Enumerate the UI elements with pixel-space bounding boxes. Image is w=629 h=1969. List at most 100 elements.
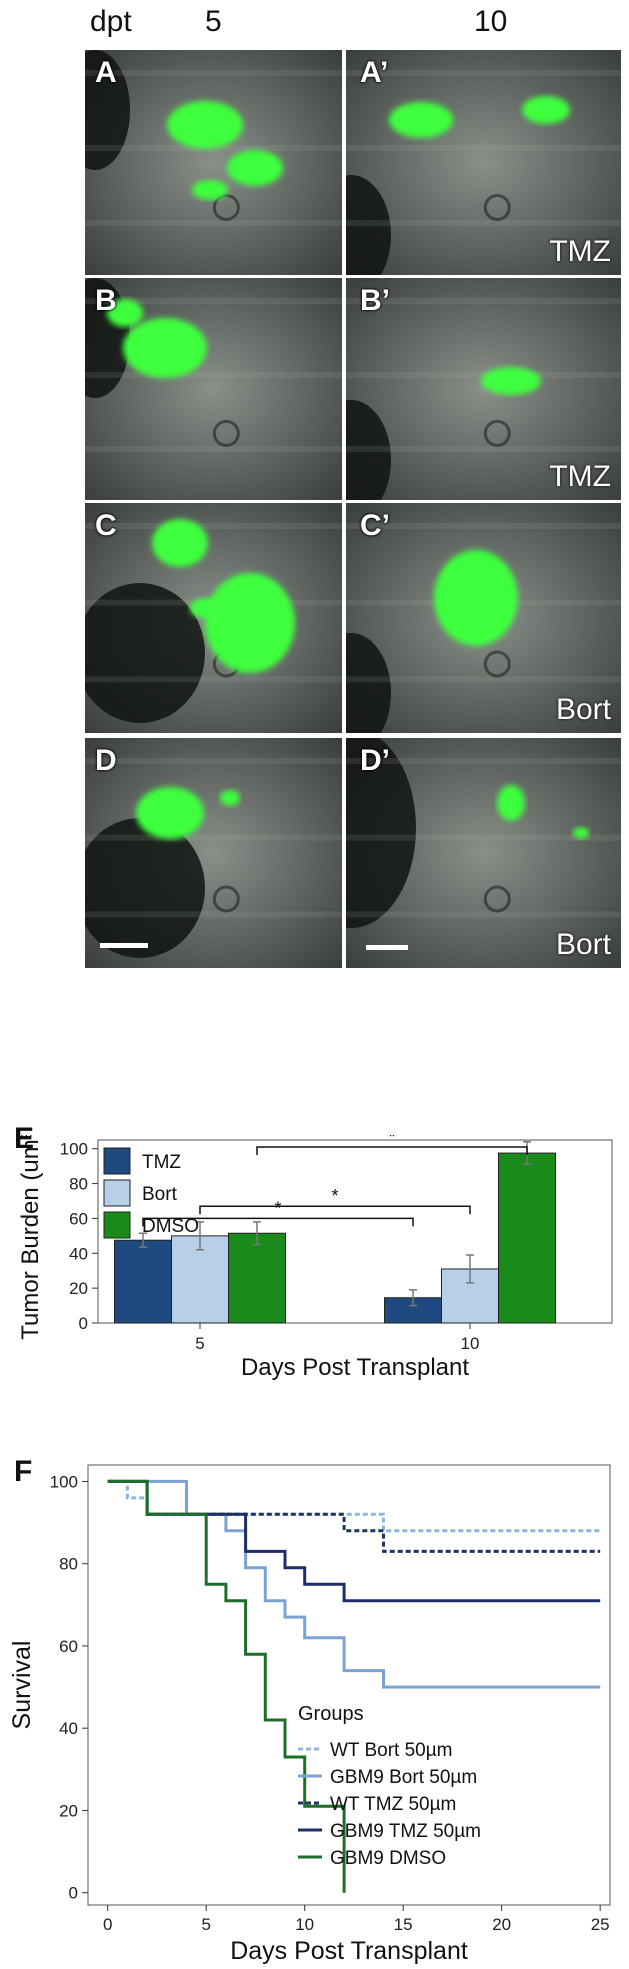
panel-label: A’ [360,56,389,89]
micrograph-a: A [85,50,342,275]
tissue-band [346,523,621,529]
eye-region [346,400,391,500]
eye-region [85,818,205,958]
y-tick-label: 0 [79,1314,88,1333]
y-tick-label: 20 [69,1279,88,1298]
legend-label: GBM9 Bort 50µm [330,1767,477,1788]
tissue-band [346,145,621,151]
tumor-fluorescence [205,573,295,673]
tissue-background [346,50,621,275]
y-tick-label: 100 [50,1472,78,1491]
header-col-10: 10 [474,5,508,38]
tissue-band [346,70,621,76]
x-tick-label: 15 [394,1915,413,1934]
x-tick-label: 25 [591,1915,610,1934]
legend-label: Bort [142,1184,178,1205]
legend-label: WT TMZ 50µm [330,1794,456,1815]
tissue-background [346,278,621,500]
tumor-fluorescence [192,180,228,200]
eye-region [346,738,416,928]
vesicle-ring [483,194,511,221]
y-axis-label: Tumor Burden (um³) [17,1135,44,1340]
tissue-band [85,220,342,226]
tissue-band [85,372,342,378]
significance-label: * [388,1135,395,1147]
micrograph-c-prime: C’ Bort [346,503,621,733]
significance-bracket [142,1217,414,1227]
x-tick-label: 10 [461,1334,480,1353]
panel-label: C [95,509,117,542]
treatment-label: Bort [555,928,611,961]
y-tick-label: 60 [69,1209,88,1228]
vesicle-ring [212,194,240,221]
bar-chart-tumor-burden: 0 20 40 60 80 100 5 10 * * * TMZ Bort DMSO Days Post T… [17,1135,613,1381]
micrograph-d-prime: D’ Bort [346,738,621,968]
micrograph-b: B [85,278,342,500]
x-tick-label: 20 [492,1915,511,1934]
legend-label: GBM9 TMZ 50µm [330,1821,481,1842]
x-axis-label: Days Post Transplant [241,1354,469,1381]
y-tick-label: 20 [59,1801,78,1820]
significance-label: * [274,1198,281,1218]
significance-bracket [199,1205,471,1215]
tumor-fluorescence [123,318,207,378]
panel-label: B [95,284,117,317]
tissue-band [85,298,342,304]
tumor-fluorescence [481,367,541,395]
bar [498,1152,556,1324]
header-dpt: dpt [90,5,132,38]
tumor-fluorescence [107,299,143,327]
tumor-fluorescence [389,102,453,138]
panel-label: C’ [360,509,390,542]
tumor-fluorescence [522,96,570,124]
tissue-band [85,676,342,683]
figure-letter-e: E [14,1122,35,1155]
y-axis-label: Survival [8,1641,36,1730]
micrograph-a-prime: A’ TMZ [346,50,621,275]
panel-label: A [95,56,117,89]
tumor-fluorescence [152,519,208,567]
bar [228,1232,286,1324]
y-tick-label: 100 [60,1140,88,1159]
legend-swatch [103,1179,131,1207]
tissue-band [346,298,621,304]
significance-bracket [256,1146,528,1155]
tumor-fluorescence [497,785,525,821]
legend-swatch [103,1211,131,1239]
eye-region [346,633,391,733]
figure-letter-f: F [14,1455,33,1488]
tissue-band [346,911,621,918]
tissue-band [85,70,342,76]
tissue-band [346,372,621,378]
x-tick-label: 5 [201,1915,210,1934]
tissue-band [346,758,621,764]
vesicle-ring [483,885,511,913]
tumor-fluorescence [190,598,220,618]
scale-bar [100,943,148,948]
treatment-label: TMZ [549,460,611,493]
tumor-fluorescence [434,550,518,646]
y-tick-label: 80 [69,1175,88,1194]
tissue-band [346,834,621,841]
panel-label: D [95,744,117,777]
tissue-band [85,911,342,918]
x-tick-label: 0 [103,1915,112,1934]
tumor-fluorescence [136,787,204,839]
vesicle-ring [212,885,240,913]
tumor-fluorescence [167,101,243,149]
legend-label: GBM9 DMSO [330,1848,446,1869]
tissue-background [85,50,342,275]
tissue-band [85,523,342,529]
legend-label: WT Bort 50µm [330,1740,453,1761]
legend-title: Groups [298,1703,364,1725]
tissue-band [85,834,342,841]
micrograph-b-prime: B’ TMZ [346,278,621,500]
survival-curve [107,1479,346,1893]
panel-label: B’ [360,284,390,317]
legend-label: TMZ [142,1152,181,1173]
x-tick-label: 5 [195,1334,204,1353]
tissue-band [346,446,621,452]
eye-region [346,175,391,275]
vesicle-ring [212,419,240,447]
y-tick-label: 60 [59,1637,78,1656]
